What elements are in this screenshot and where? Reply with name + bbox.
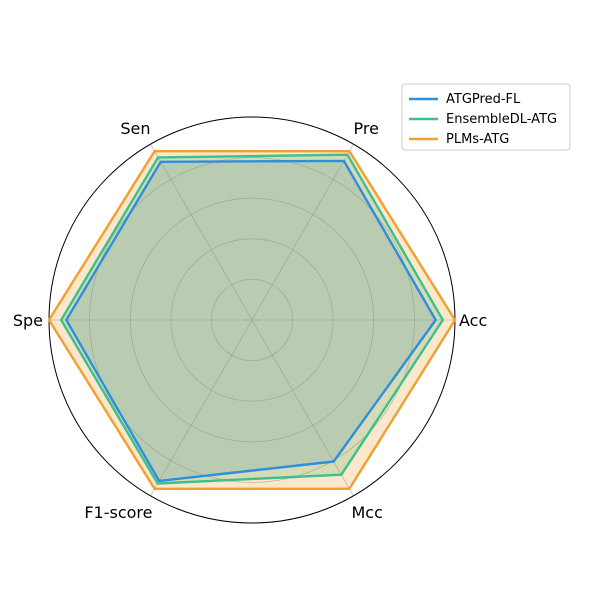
- legend-box: [401, 83, 571, 151]
- axis-label: Acc: [459, 311, 487, 330]
- grid-spoke: [150, 143, 253, 321]
- legend: ATGPred-FL EnsembleDL-ATG PLMs-ATG: [401, 83, 571, 151]
- radar-series: [47, 149, 457, 490]
- legend-label: ATGPred-FL: [446, 92, 521, 107]
- grid-spoke: [251, 319, 354, 497]
- grid-spoke: [150, 319, 253, 497]
- series-area-2: [49, 151, 455, 489]
- axis-label: F1-score: [84, 503, 152, 522]
- series-area-0: [66, 160, 436, 481]
- axis-label: Spe: [13, 311, 43, 330]
- grid-spoke: [251, 143, 354, 321]
- series-line-0: [65, 159, 437, 483]
- legend-label: PLMs-ATG: [446, 132, 509, 147]
- series-area-1: [61, 154, 443, 484]
- axis-label: Sen: [120, 119, 150, 138]
- axis-label: Pre: [354, 119, 379, 138]
- axis-label: Mcc: [352, 503, 383, 522]
- series-line-2: [47, 149, 457, 490]
- legend-label: EnsembleDL-ATG: [446, 112, 557, 127]
- series-line-1: [60, 153, 444, 485]
- axis-labels: Acc Pre Sen Spe F1-score Mcc: [13, 119, 487, 522]
